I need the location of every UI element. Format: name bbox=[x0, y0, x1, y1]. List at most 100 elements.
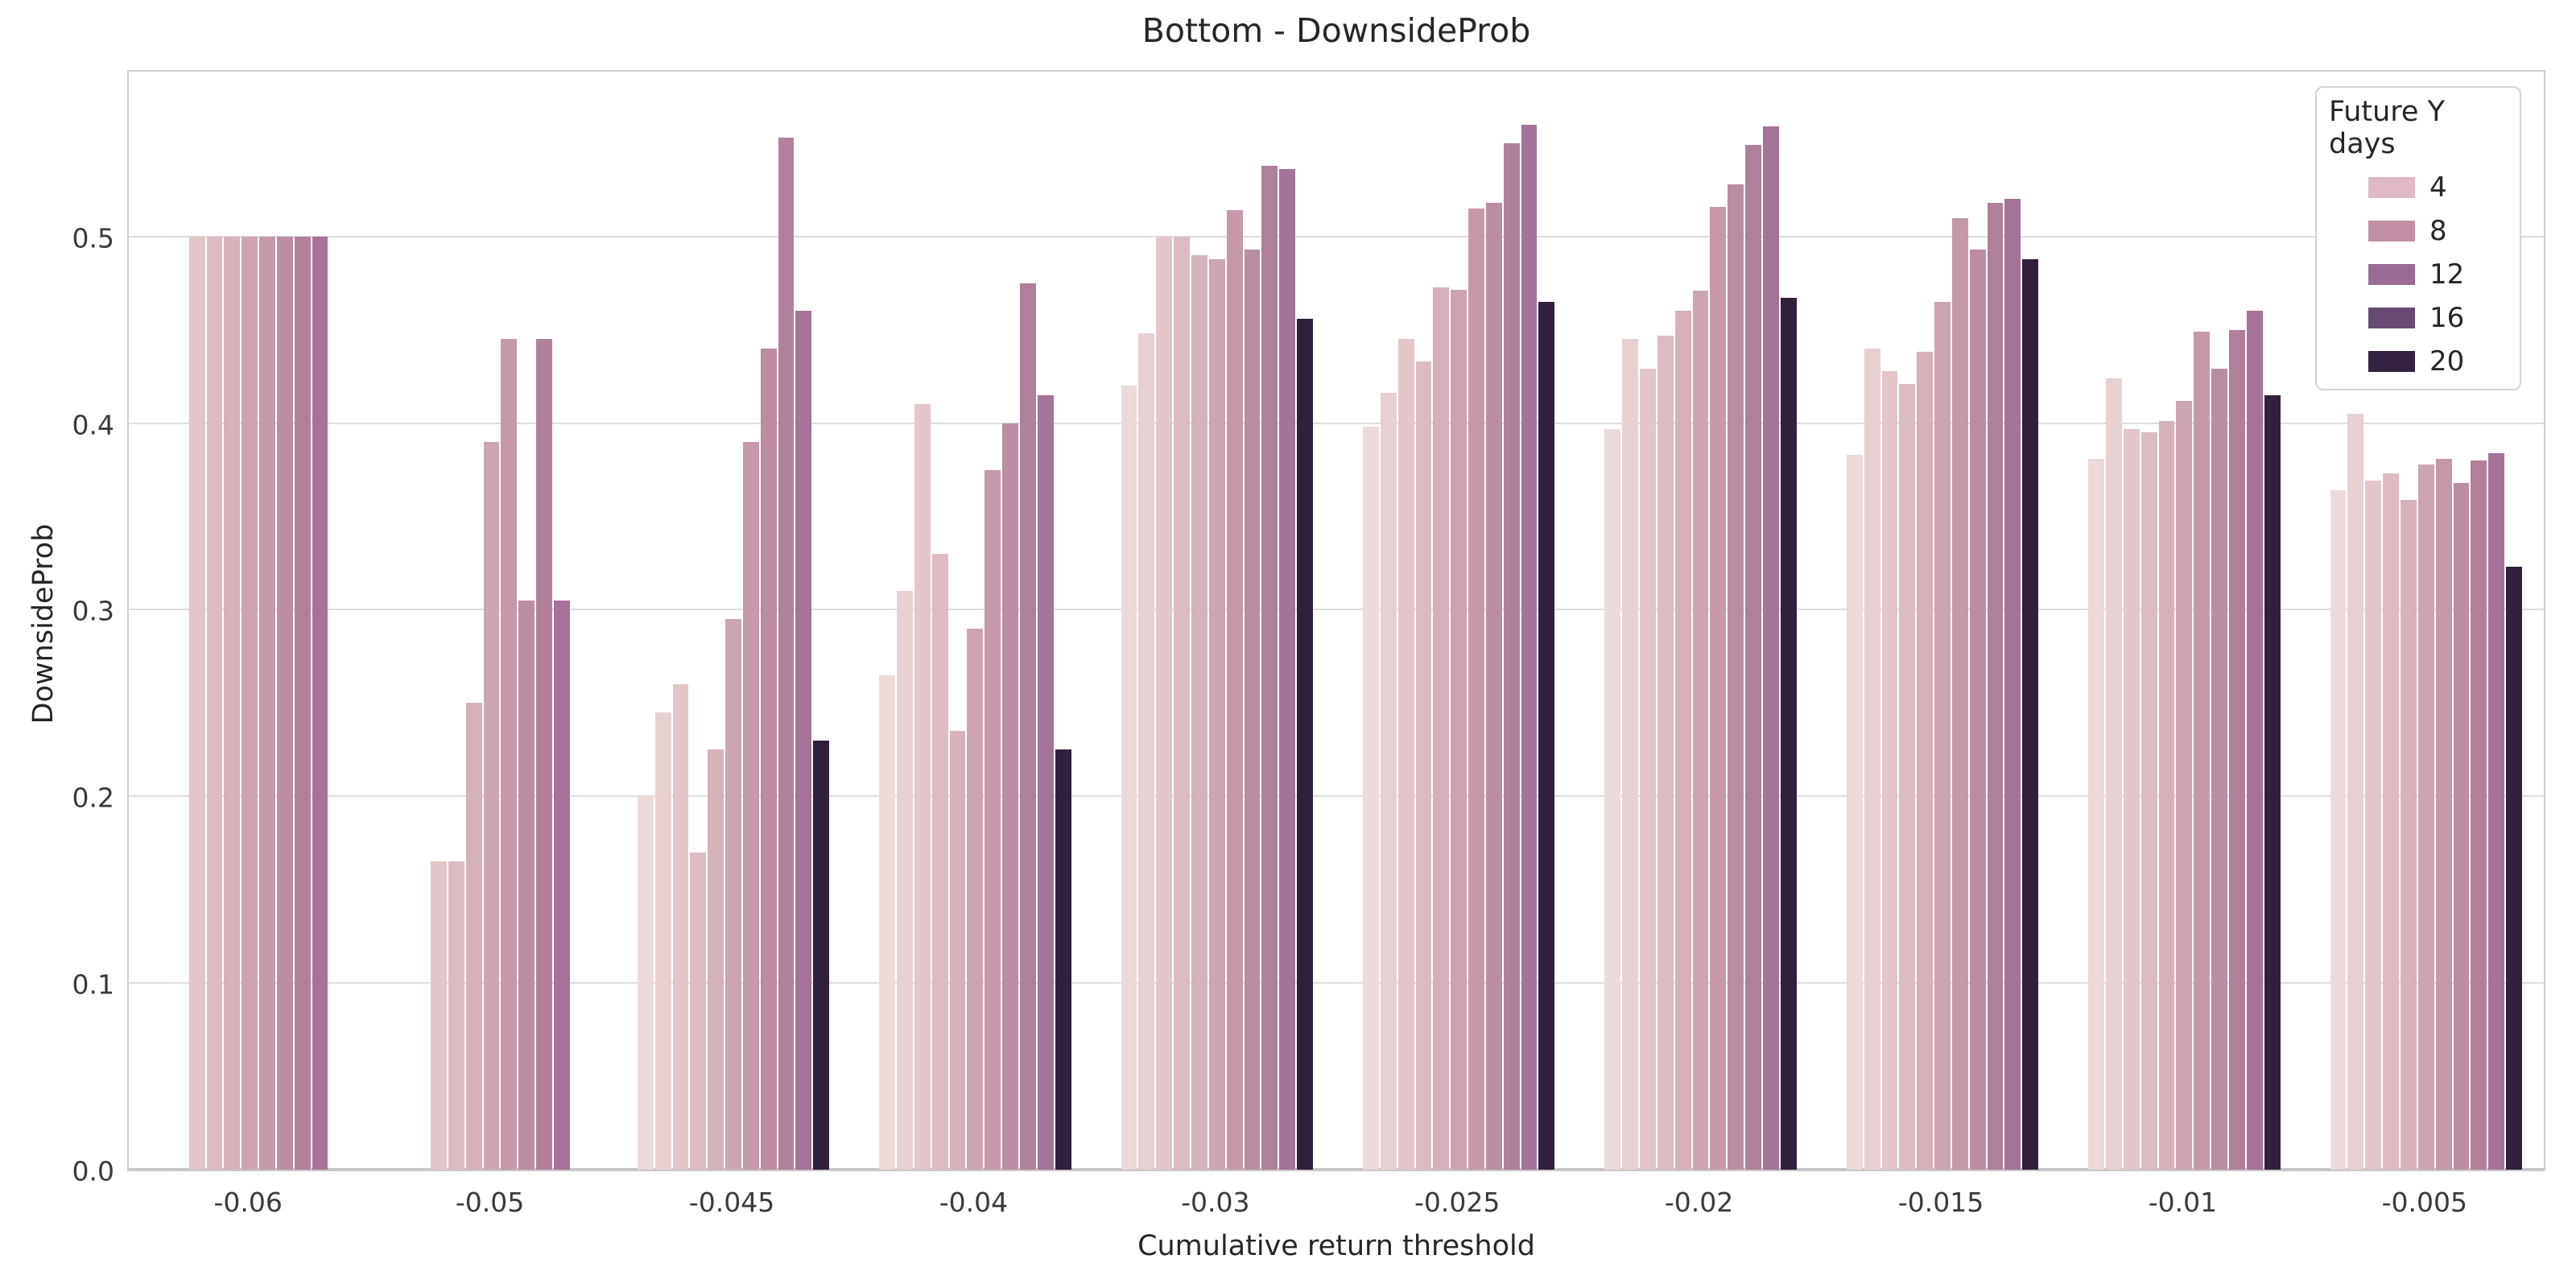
bar-slot bbox=[571, 72, 588, 1170]
bar-day10--0.025 bbox=[1468, 208, 1484, 1170]
bar-slot bbox=[760, 72, 778, 1170]
bar-day10--0.02 bbox=[1710, 206, 1727, 1170]
bar-day10--0.005 bbox=[2435, 458, 2452, 1170]
bars-row bbox=[2087, 72, 2281, 1170]
bar-day20--0.02 bbox=[1780, 298, 1797, 1170]
bar-slot bbox=[2264, 72, 2281, 1170]
bar-day12--0.05 bbox=[536, 339, 553, 1170]
bar-day4--0.03 bbox=[1121, 386, 1137, 1170]
bars-row bbox=[394, 72, 588, 1170]
bar-slot bbox=[2123, 72, 2140, 1170]
bar-slot bbox=[1362, 72, 1380, 1170]
bar-slot bbox=[1727, 72, 1744, 1170]
bar-slot bbox=[2175, 72, 2193, 1170]
bar-day6--0.04 bbox=[914, 404, 931, 1170]
x-tick-label: -0.04 bbox=[939, 1187, 1009, 1218]
bar-day12--0.03 bbox=[1261, 165, 1278, 1170]
bar-slot bbox=[1155, 72, 1173, 1170]
bars-row bbox=[637, 72, 830, 1170]
bar-slot bbox=[535, 72, 553, 1170]
bar-day11--0.01 bbox=[2211, 369, 2227, 1170]
bar-slot bbox=[1604, 72, 1621, 1170]
bar-day13--0.005 bbox=[2488, 452, 2505, 1170]
bar-slot bbox=[1709, 72, 1727, 1170]
bar-slot bbox=[1780, 72, 1798, 1170]
bar-slot bbox=[1916, 72, 1934, 1170]
bar-day6--0.025 bbox=[1397, 339, 1414, 1170]
bar-slot bbox=[188, 72, 206, 1170]
x-tick-label: -0.03 bbox=[1181, 1187, 1250, 1218]
bar-slot bbox=[672, 72, 690, 1170]
bar-slot bbox=[795, 72, 812, 1170]
bar-slot bbox=[1503, 72, 1521, 1170]
bars-row bbox=[1846, 72, 2039, 1170]
bar-day7--0.045 bbox=[690, 852, 707, 1170]
bar-slot bbox=[1191, 72, 1208, 1170]
bar-slot bbox=[1692, 72, 1710, 1170]
bar-day11--0.05 bbox=[518, 600, 535, 1170]
legend-swatch bbox=[2368, 308, 2415, 328]
x-tick-label: -0.01 bbox=[2148, 1187, 2218, 1218]
bar-day12--0.025 bbox=[1503, 142, 1520, 1170]
bar-group--0.045 bbox=[613, 72, 854, 1170]
bar-day10--0.04 bbox=[985, 469, 1001, 1170]
bar-group--0.06 bbox=[129, 72, 370, 1170]
bar-day5--0.025 bbox=[1380, 393, 1397, 1170]
bar-slot bbox=[2364, 72, 2382, 1170]
legend-label: 16 bbox=[2429, 302, 2465, 334]
bar-slot bbox=[2505, 72, 2523, 1170]
bar-day5--0.045 bbox=[654, 712, 671, 1170]
bar-day10--0.06 bbox=[259, 236, 275, 1170]
bar-slot bbox=[1969, 72, 1987, 1170]
bar-slot bbox=[448, 72, 465, 1170]
bar-slot bbox=[742, 72, 760, 1170]
bar-slot bbox=[1173, 72, 1191, 1170]
bar-day8--0.045 bbox=[708, 749, 724, 1170]
bar-day6--0.01 bbox=[2123, 428, 2140, 1170]
bar-day11--0.06 bbox=[276, 236, 293, 1170]
bar-slot bbox=[223, 72, 241, 1170]
bar-day7--0.005 bbox=[2383, 473, 2399, 1170]
bar-slot bbox=[2470, 72, 2487, 1170]
bar-day13--0.04 bbox=[1037, 394, 1054, 1170]
bar-day9--0.005 bbox=[2417, 464, 2434, 1170]
bar-day12--0.01 bbox=[2228, 329, 2245, 1170]
bar-slot bbox=[171, 72, 188, 1170]
bar-slot bbox=[1951, 72, 1969, 1170]
bar-slot bbox=[2330, 72, 2347, 1170]
bar-day10--0.015 bbox=[1951, 217, 1968, 1170]
bar-day11--0.005 bbox=[2453, 482, 2470, 1170]
bar-day9--0.045 bbox=[725, 619, 741, 1170]
bar-slot bbox=[2004, 72, 2021, 1170]
bar-day20--0.03 bbox=[1297, 318, 1313, 1170]
bar-slot bbox=[2193, 72, 2211, 1170]
bar-slot bbox=[724, 72, 742, 1170]
x-tick-label: -0.025 bbox=[1414, 1187, 1501, 1218]
bar-group--0.03 bbox=[1096, 72, 1338, 1170]
bar-day11--0.045 bbox=[760, 348, 777, 1170]
bar-day6--0.045 bbox=[672, 684, 689, 1170]
bar-slot bbox=[2140, 72, 2158, 1170]
bar-slot bbox=[500, 72, 518, 1170]
legend-swatch bbox=[2368, 351, 2415, 372]
bar-group--0.005 bbox=[2306, 72, 2547, 1170]
bar-day6--0.03 bbox=[1156, 236, 1173, 1170]
legend-label: 12 bbox=[2429, 258, 2465, 291]
bar-slot bbox=[1450, 72, 1468, 1170]
bar-slot bbox=[241, 72, 258, 1170]
bar-slot bbox=[1037, 72, 1055, 1170]
bar-day8--0.06 bbox=[224, 236, 241, 1170]
bar-day9--0.06 bbox=[242, 236, 258, 1170]
bar-slot bbox=[637, 72, 654, 1170]
bar-slot bbox=[518, 72, 535, 1170]
x-tick-label: -0.05 bbox=[455, 1187, 525, 1218]
bar-day11--0.03 bbox=[1244, 249, 1261, 1170]
gridline-y-0.1 bbox=[129, 982, 2544, 985]
bar-slot bbox=[276, 72, 294, 1170]
bar-slot bbox=[153, 72, 171, 1170]
bar-slot bbox=[1881, 72, 1899, 1170]
bar-slot bbox=[1137, 72, 1155, 1170]
bar-slot bbox=[984, 72, 1001, 1170]
bar-slot bbox=[1864, 72, 1881, 1170]
